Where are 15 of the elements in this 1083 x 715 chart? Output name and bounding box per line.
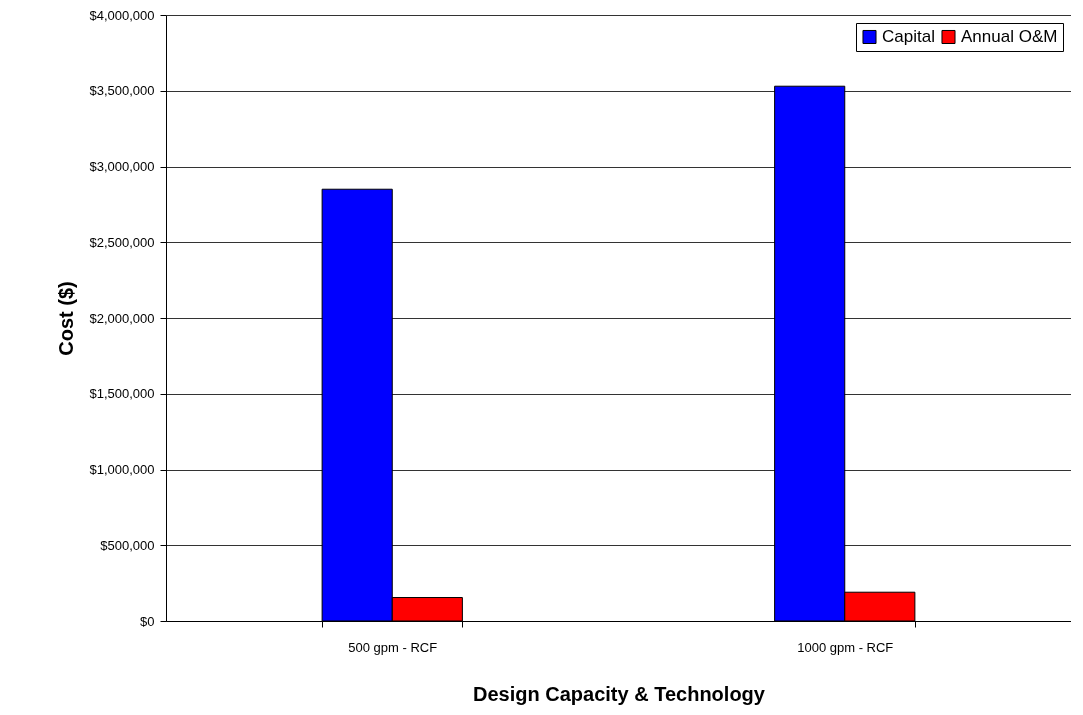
y-tick-label: $2,000,000 — [89, 310, 155, 326]
legend-label: Capital — [882, 26, 935, 46]
y-tick-label: $500,000 — [100, 537, 155, 553]
y-tick-label: $3,000,000 — [89, 159, 155, 174]
y-tick-label: $3,500,000 — [89, 83, 155, 99]
y-tick-label: $0 — [140, 613, 155, 629]
y-tick-label: $4,000,000 — [89, 7, 155, 23]
y-tick-label: $1,000,000 — [89, 462, 155, 477]
x-tick-label: 1000 gpm - RCF — [797, 639, 894, 655]
y-tick-label: $2,500,000 — [89, 234, 155, 250]
legend-label: Annual O&M — [961, 26, 1058, 46]
x-tick-label: 500 gpm - RCF — [348, 639, 438, 655]
y-tick-label: $1,500,000 — [89, 386, 155, 402]
x-axis-title: Design Capacity & Technology — [473, 682, 766, 705]
y-axis-title: Cost ($) — [55, 281, 78, 356]
